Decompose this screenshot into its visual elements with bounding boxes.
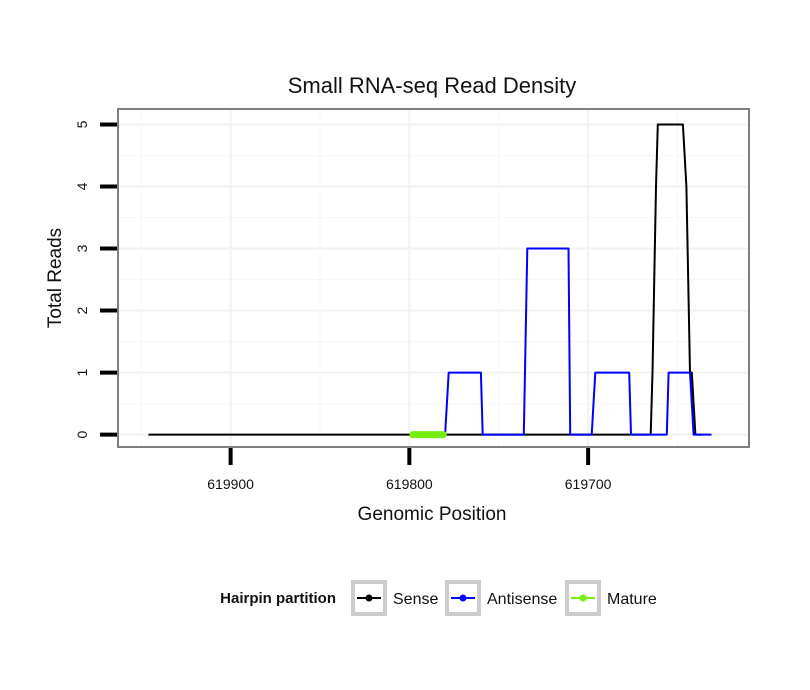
x-tick-label: 619700 [565,476,612,492]
y-axis-title: Total Reads [45,228,66,328]
plot-background [118,109,749,447]
y-axis: 0 1 2 3 4 5 [74,120,117,438]
legend: Hairpin partition Sense Antisense Mature [220,580,657,616]
legend-label: Sense [393,591,438,608]
grid [118,109,749,447]
legend-item-sense: Sense [351,580,438,616]
series-line-sense [148,123,703,436]
y-tick-label: 1 [74,368,90,376]
legend-label: Antisense [487,591,557,608]
series-layer [148,123,712,439]
series-line-antisense [444,247,712,436]
legend-label: Mature [607,591,657,608]
y-tick-label: 3 [74,244,90,252]
x-tick-label: 619900 [207,476,254,492]
x-tick-label: 619800 [386,476,433,492]
legend-item-antisense: Antisense [445,580,557,616]
chart-title: Small RNA-seq Read Density [288,73,577,98]
y-tick-label: 5 [74,120,90,128]
legend-item-mature: Mature [565,580,657,616]
y-tick-label: 0 [74,430,90,438]
plot-border [117,108,750,448]
y-tick-label: 2 [74,306,90,314]
legend-key-dot [459,594,467,602]
y-tick-label: 4 [74,182,90,190]
legend-key-dot [365,594,373,602]
x-axis: 619900 619800 619700 [207,448,612,492]
x-axis-title: Genomic Position [358,504,507,525]
legend-key-dot [579,594,587,602]
legend-title: Hairpin partition [220,590,336,607]
